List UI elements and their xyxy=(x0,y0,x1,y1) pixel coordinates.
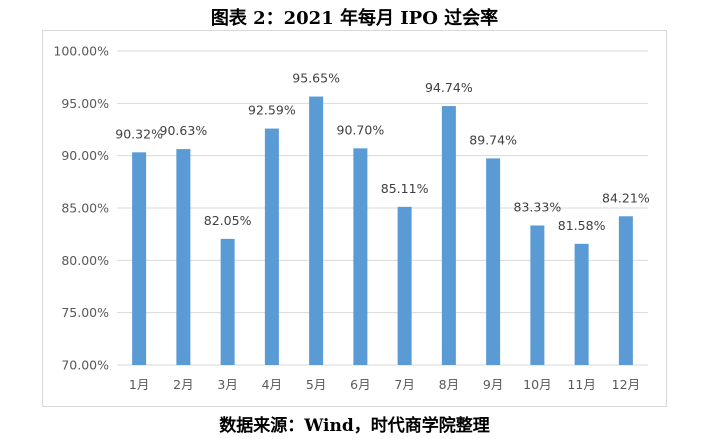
data-label: 84.21% xyxy=(602,190,650,205)
y-tick-label: 70.00% xyxy=(61,358,109,373)
chart-title: 图表 2：2021 年每月 IPO 过会率 xyxy=(210,8,499,29)
x-tick-label: 1月 xyxy=(129,377,149,392)
y-tick-label: 95.00% xyxy=(61,96,109,111)
bar xyxy=(132,152,147,365)
bar xyxy=(353,148,368,365)
data-label: 83.33% xyxy=(514,199,562,214)
x-tick-label: 6月 xyxy=(350,377,370,392)
bar xyxy=(176,149,191,365)
y-tick-label: 80.00% xyxy=(61,253,109,268)
data-label: 94.74% xyxy=(425,80,473,95)
y-tick-label: 90.00% xyxy=(61,148,109,163)
bar xyxy=(486,158,501,365)
data-label: 90.70% xyxy=(337,122,385,137)
data-label: 92.59% xyxy=(248,103,296,118)
x-tick-label: 10月 xyxy=(523,377,551,392)
bar xyxy=(220,238,235,365)
y-tick-label: 85.00% xyxy=(61,201,109,216)
x-tick-label: 3月 xyxy=(217,377,237,392)
bar xyxy=(441,106,456,366)
bar xyxy=(397,206,412,365)
chart-frame xyxy=(42,30,667,407)
data-label: 89.74% xyxy=(469,132,517,147)
source-note: 数据来源：Wind，时代商学院整理 xyxy=(219,416,490,436)
x-tick-label: 7月 xyxy=(394,377,414,392)
y-tick-label: 100.00% xyxy=(53,44,109,59)
data-label: 81.58% xyxy=(558,218,606,233)
x-tick-label: 4月 xyxy=(262,377,282,392)
data-label: 85.11% xyxy=(381,181,429,196)
x-tick-label: 5月 xyxy=(306,377,326,392)
data-label: 90.63% xyxy=(160,123,208,138)
bar xyxy=(574,243,589,365)
data-label: 82.05% xyxy=(204,213,252,228)
x-tick-label: 9月 xyxy=(483,377,503,392)
bar xyxy=(309,96,324,365)
bar xyxy=(618,216,633,365)
x-tick-label: 8月 xyxy=(439,377,459,392)
y-tick-label: 75.00% xyxy=(61,305,109,320)
x-tick-label: 2月 xyxy=(173,377,193,392)
x-tick-label: 12月 xyxy=(612,377,640,392)
bar xyxy=(530,225,545,365)
x-tick-label: 11月 xyxy=(567,377,595,392)
data-label: 95.65% xyxy=(292,71,340,86)
data-label: 90.32% xyxy=(115,126,163,141)
bar xyxy=(264,128,279,365)
